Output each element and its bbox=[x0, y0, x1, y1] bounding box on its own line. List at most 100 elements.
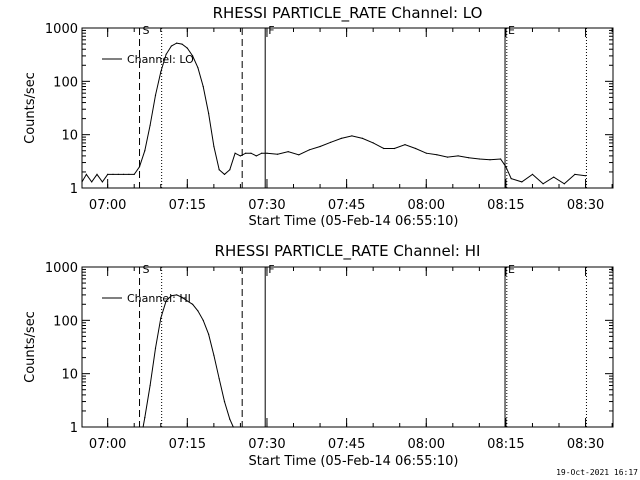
x-tick-label: 07:00 bbox=[89, 437, 126, 452]
data-point bbox=[229, 169, 231, 171]
data-point bbox=[133, 173, 135, 175]
data-point bbox=[232, 426, 234, 428]
data-point bbox=[574, 173, 576, 175]
data-point bbox=[160, 317, 162, 319]
timestamp: 19-Oct-2021 16:17 bbox=[556, 468, 638, 477]
data-point bbox=[361, 137, 364, 139]
panel-lo: RHESSI PARTICLE_RATE Channel: LO 1 10 100 10… bbox=[23, 4, 614, 229]
data-point bbox=[277, 153, 279, 155]
data-point bbox=[585, 175, 587, 177]
data-point bbox=[287, 151, 289, 153]
x-tick-label: 08:30 bbox=[567, 437, 604, 452]
data-point bbox=[531, 173, 534, 175]
data-point bbox=[96, 173, 98, 175]
data-point bbox=[192, 55, 194, 57]
data-point bbox=[101, 181, 103, 183]
y-tick-label: 100 bbox=[53, 314, 78, 329]
data-point bbox=[192, 303, 194, 305]
data-point bbox=[117, 173, 119, 175]
data-point bbox=[138, 166, 141, 168]
data-point bbox=[123, 173, 125, 175]
data-point bbox=[351, 135, 353, 137]
x-tick-label: 08:00 bbox=[408, 437, 445, 452]
data-point bbox=[478, 158, 480, 160]
marker-label: E bbox=[508, 24, 515, 37]
data-point bbox=[218, 169, 220, 171]
x-tick-label: 08:30 bbox=[567, 198, 604, 213]
data-point bbox=[181, 296, 183, 298]
chart-title: RHESSI PARTICLE_RATE Channel: LO bbox=[213, 4, 483, 23]
data-point bbox=[436, 154, 438, 156]
data-point bbox=[229, 418, 231, 420]
data-point bbox=[186, 47, 188, 49]
marker-label: F bbox=[268, 263, 274, 276]
data-point bbox=[255, 155, 257, 157]
data-point bbox=[149, 384, 151, 387]
data-point bbox=[85, 173, 87, 175]
y-tick-label: 10 bbox=[61, 368, 78, 383]
data-point bbox=[223, 173, 226, 175]
x-tick-label: 07:30 bbox=[248, 437, 285, 452]
plot-frame bbox=[81, 27, 614, 189]
data-point bbox=[197, 67, 199, 69]
data-point bbox=[245, 152, 247, 154]
y-tick-label: 1000 bbox=[45, 22, 78, 37]
data-point bbox=[208, 112, 210, 114]
data-point bbox=[415, 147, 417, 150]
y-tick-label: 1000 bbox=[45, 261, 78, 276]
data-point bbox=[521, 181, 523, 183]
legend-label: Channel: LO bbox=[127, 53, 194, 66]
data-point bbox=[208, 333, 210, 335]
data-point bbox=[223, 401, 226, 403]
data-point bbox=[142, 426, 144, 428]
x-tick-label: 08:15 bbox=[487, 437, 524, 452]
marker-label: S bbox=[143, 24, 150, 37]
y-tick-label: 10 bbox=[61, 129, 78, 144]
data-point bbox=[144, 150, 146, 152]
marker-label: F bbox=[268, 24, 274, 37]
data-point bbox=[202, 319, 204, 321]
x-tick-label: 08:00 bbox=[408, 198, 445, 213]
y-axis-label: Counts/sec bbox=[23, 311, 38, 383]
marker-label: S bbox=[143, 263, 150, 276]
data-point bbox=[510, 178, 512, 180]
data-point bbox=[176, 294, 178, 296]
y-axis-label: Counts/sec bbox=[23, 72, 38, 144]
data-point bbox=[319, 145, 321, 148]
data-point bbox=[234, 152, 236, 154]
data-point bbox=[553, 176, 555, 178]
data-point bbox=[213, 145, 215, 148]
data-point bbox=[372, 142, 374, 144]
data-point bbox=[239, 155, 241, 157]
y-tick-label: 100 bbox=[53, 75, 78, 90]
data-point bbox=[128, 173, 130, 175]
data-point bbox=[176, 42, 178, 44]
data-point bbox=[181, 43, 183, 45]
data-point bbox=[186, 300, 188, 302]
data-point bbox=[170, 295, 172, 297]
data-point bbox=[112, 173, 114, 175]
data-point bbox=[261, 152, 263, 154]
data-point bbox=[165, 53, 167, 56]
marker-label: E bbox=[508, 263, 515, 276]
data-point bbox=[500, 158, 502, 160]
x-tick-label: 07:15 bbox=[169, 198, 206, 213]
panel-hi: RHESSI PARTICLE_RATE Channel: HI 1 10 100 10… bbox=[23, 242, 614, 469]
data-point bbox=[107, 173, 109, 175]
data-point bbox=[81, 181, 83, 183]
data-point bbox=[457, 155, 459, 157]
data-point bbox=[91, 181, 93, 183]
data-point bbox=[308, 149, 310, 151]
legend-label: Channel: HI bbox=[127, 292, 191, 305]
data-point bbox=[165, 300, 167, 302]
plot-frame bbox=[81, 266, 614, 428]
data-point bbox=[218, 378, 220, 380]
series-line bbox=[142, 294, 234, 428]
data-point bbox=[446, 156, 449, 158]
x-tick-label: 07:30 bbox=[248, 198, 285, 213]
data-point bbox=[213, 354, 215, 356]
data-point bbox=[197, 310, 199, 312]
data-point bbox=[154, 347, 157, 349]
data-point bbox=[340, 137, 342, 139]
